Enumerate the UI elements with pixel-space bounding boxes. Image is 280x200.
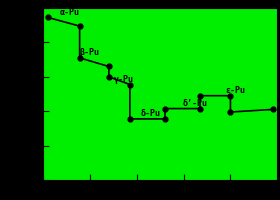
Text: α-Pu: α-Pu [60,8,80,17]
Text: ε-Pu: ε-Pu [226,86,246,95]
Text: γ-Pu: γ-Pu [114,75,134,84]
Text: δ-Pu: δ-Pu [141,109,160,118]
Text: δ’-Pu: δ’-Pu [183,99,207,108]
Text: β-Pu: β-Pu [80,48,100,57]
